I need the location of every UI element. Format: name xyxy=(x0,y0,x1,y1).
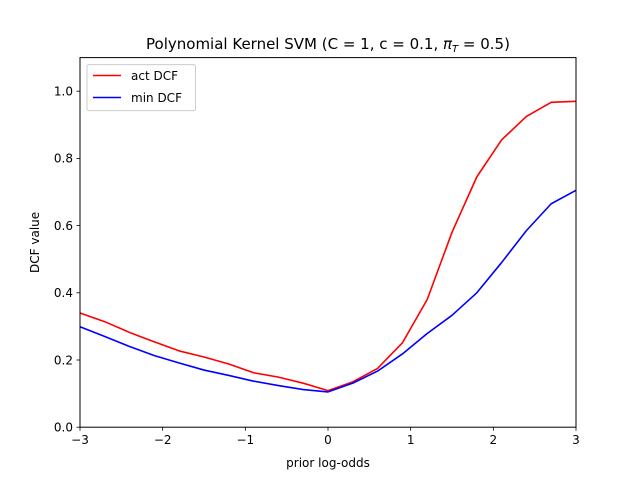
title-suffix: = 0.5) xyxy=(458,35,510,53)
x-tick-label: −1 xyxy=(236,433,254,447)
tick-layer: −3 −2 −1 0 1 2 3 0.0 0.2 0.4 0.6 0.8 1.0 xyxy=(54,85,580,448)
x-tick-label: 1 xyxy=(407,433,415,447)
series-layer xyxy=(79,100,577,393)
y-tick-label: 0.8 xyxy=(54,152,73,166)
plot-area xyxy=(80,57,576,428)
y-tick-label: 0.4 xyxy=(54,286,73,300)
legend-label-act-dcf: act DCF xyxy=(131,69,178,83)
y-axis-label: DCF value xyxy=(28,212,42,273)
chart-title: Polynomial Kernel SVM (C = 1, c = 0.1, π… xyxy=(146,35,510,55)
plot-frame xyxy=(79,57,577,428)
y-tick-label: 0.2 xyxy=(54,353,73,367)
series-line-act-dcf xyxy=(79,100,577,392)
title-pi-subscript: T xyxy=(452,44,459,55)
x-tick-label: 3 xyxy=(572,433,580,447)
x-tick-label: 2 xyxy=(490,433,498,447)
x-tick-label: −3 xyxy=(71,433,89,447)
y-tick-label: 0.0 xyxy=(54,421,73,435)
y-tick-label: 0.6 xyxy=(54,219,73,233)
legend-label-min-dcf: min DCF xyxy=(131,91,182,105)
title-pi: π xyxy=(443,35,453,53)
title-prefix: Polynomial Kernel SVM (C = 1, c = 0.1, xyxy=(146,35,443,53)
x-tick-label: −2 xyxy=(154,433,172,447)
x-axis-label: prior log-odds xyxy=(286,456,370,470)
x-tick-label: 0 xyxy=(324,433,332,447)
y-tick-label: 1.0 xyxy=(54,85,73,99)
series-line-min-dcf xyxy=(79,189,577,393)
legend: act DCF min DCF xyxy=(86,64,196,112)
